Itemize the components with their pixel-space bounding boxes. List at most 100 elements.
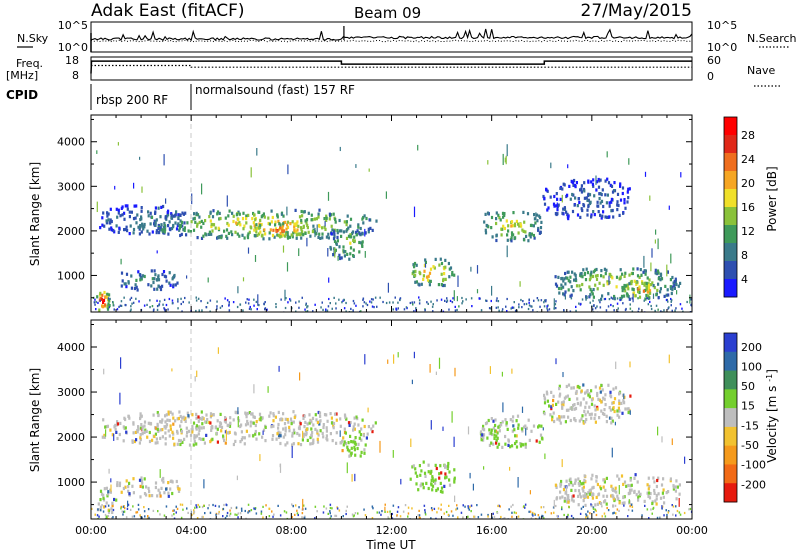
echo-cell — [118, 226, 121, 230]
echo-cell — [590, 398, 594, 402]
echo-cell — [370, 427, 373, 431]
echo-cell — [490, 441, 493, 445]
echo-cell — [517, 426, 520, 430]
echo-cell — [105, 221, 108, 225]
echo-cell — [595, 479, 598, 483]
noise-cell — [424, 513, 427, 516]
echo-cell — [638, 275, 641, 279]
noise-streak — [618, 485, 620, 495]
echo-region — [542, 177, 631, 221]
echo-cell — [134, 283, 137, 287]
echo-cell — [642, 289, 645, 293]
echo-cell — [232, 442, 235, 447]
echo-cell — [573, 203, 576, 207]
noise-cell — [445, 300, 448, 303]
echo-cell — [169, 427, 172, 431]
echo-cell — [604, 272, 607, 276]
echo-cell — [480, 437, 483, 441]
echo-cell — [576, 213, 580, 217]
echo-cell — [139, 484, 142, 488]
echo-cell — [154, 485, 157, 490]
echo-cell — [361, 243, 364, 247]
echo-cell — [414, 467, 417, 471]
echo-cell — [604, 179, 607, 183]
echo-cell — [582, 481, 585, 485]
echo-cell — [486, 211, 490, 215]
noise-cell — [418, 514, 421, 517]
echo-cell — [557, 400, 560, 404]
echo-cell — [139, 278, 142, 282]
echo-cell — [490, 417, 493, 421]
noise-streak — [553, 298, 555, 310]
noise-cell — [546, 309, 549, 312]
colorbar-tick-label: 20 — [741, 177, 755, 190]
echo-cell — [623, 287, 626, 291]
noise-cell — [443, 512, 445, 515]
echo-cell — [98, 308, 101, 312]
noise-cell — [619, 298, 621, 302]
echo-cell — [643, 269, 646, 273]
echo-cell — [275, 229, 278, 233]
echo-cell — [167, 481, 170, 485]
noise-cell — [668, 306, 670, 309]
noise-streak — [509, 466, 511, 471]
echo-region — [554, 473, 681, 508]
noise-cell — [440, 508, 442, 511]
noise-cell — [608, 298, 611, 301]
noise-cell — [496, 297, 498, 300]
echo-cell — [627, 407, 630, 411]
echo-cell — [363, 424, 366, 429]
echo-cell — [563, 396, 566, 400]
noise-cell — [159, 513, 161, 516]
noise-cell — [343, 298, 345, 301]
noise-streak — [284, 289, 286, 301]
echo-cell — [497, 213, 500, 217]
echo-cell — [444, 465, 447, 469]
echo-cell — [309, 419, 312, 423]
echo-cell — [106, 292, 109, 296]
noise-cell — [467, 515, 469, 518]
echo-cell — [128, 492, 131, 496]
noise-cell — [615, 512, 617, 515]
noise-cell — [222, 515, 224, 518]
echo-cell — [495, 211, 498, 215]
echo-cell — [530, 429, 533, 433]
colorbar-tick-label: 50 — [741, 380, 755, 393]
noise-cell — [171, 302, 174, 305]
echo-cell — [323, 413, 327, 417]
echo-cell — [181, 440, 184, 444]
echo-cell — [132, 491, 135, 495]
echo-cell — [501, 445, 504, 449]
noise-cell — [194, 506, 196, 509]
noise-cell — [180, 516, 183, 519]
echo-cell — [156, 278, 159, 282]
echo-cell — [237, 217, 240, 221]
echo-cell — [347, 421, 351, 425]
echo-cell — [559, 197, 562, 201]
noise-cell — [473, 515, 475, 518]
echo-cell — [574, 277, 577, 281]
noise-cell — [239, 303, 242, 306]
echo-cell — [132, 477, 135, 481]
echo-cell — [594, 283, 597, 287]
echo-cell — [519, 222, 522, 226]
echo-cell — [625, 292, 629, 296]
noise-cell — [585, 514, 588, 517]
noise-cell — [399, 297, 402, 300]
noise-cell — [448, 308, 450, 311]
echo-cell — [440, 283, 443, 287]
noise-cell — [651, 512, 653, 515]
echo-cell — [599, 201, 602, 205]
noise-cell — [182, 508, 184, 511]
noise-streak — [339, 146, 341, 152]
echo-cell — [167, 491, 170, 495]
echo-cell — [618, 415, 621, 419]
echo-cell — [143, 477, 146, 481]
noise-cell — [164, 310, 166, 312]
noise-cell — [621, 296, 624, 299]
noise-cell — [594, 508, 596, 511]
echo-cell — [566, 276, 569, 280]
noise-streak — [346, 462, 348, 474]
echo-cell — [141, 428, 144, 432]
echo-cell — [178, 213, 181, 217]
